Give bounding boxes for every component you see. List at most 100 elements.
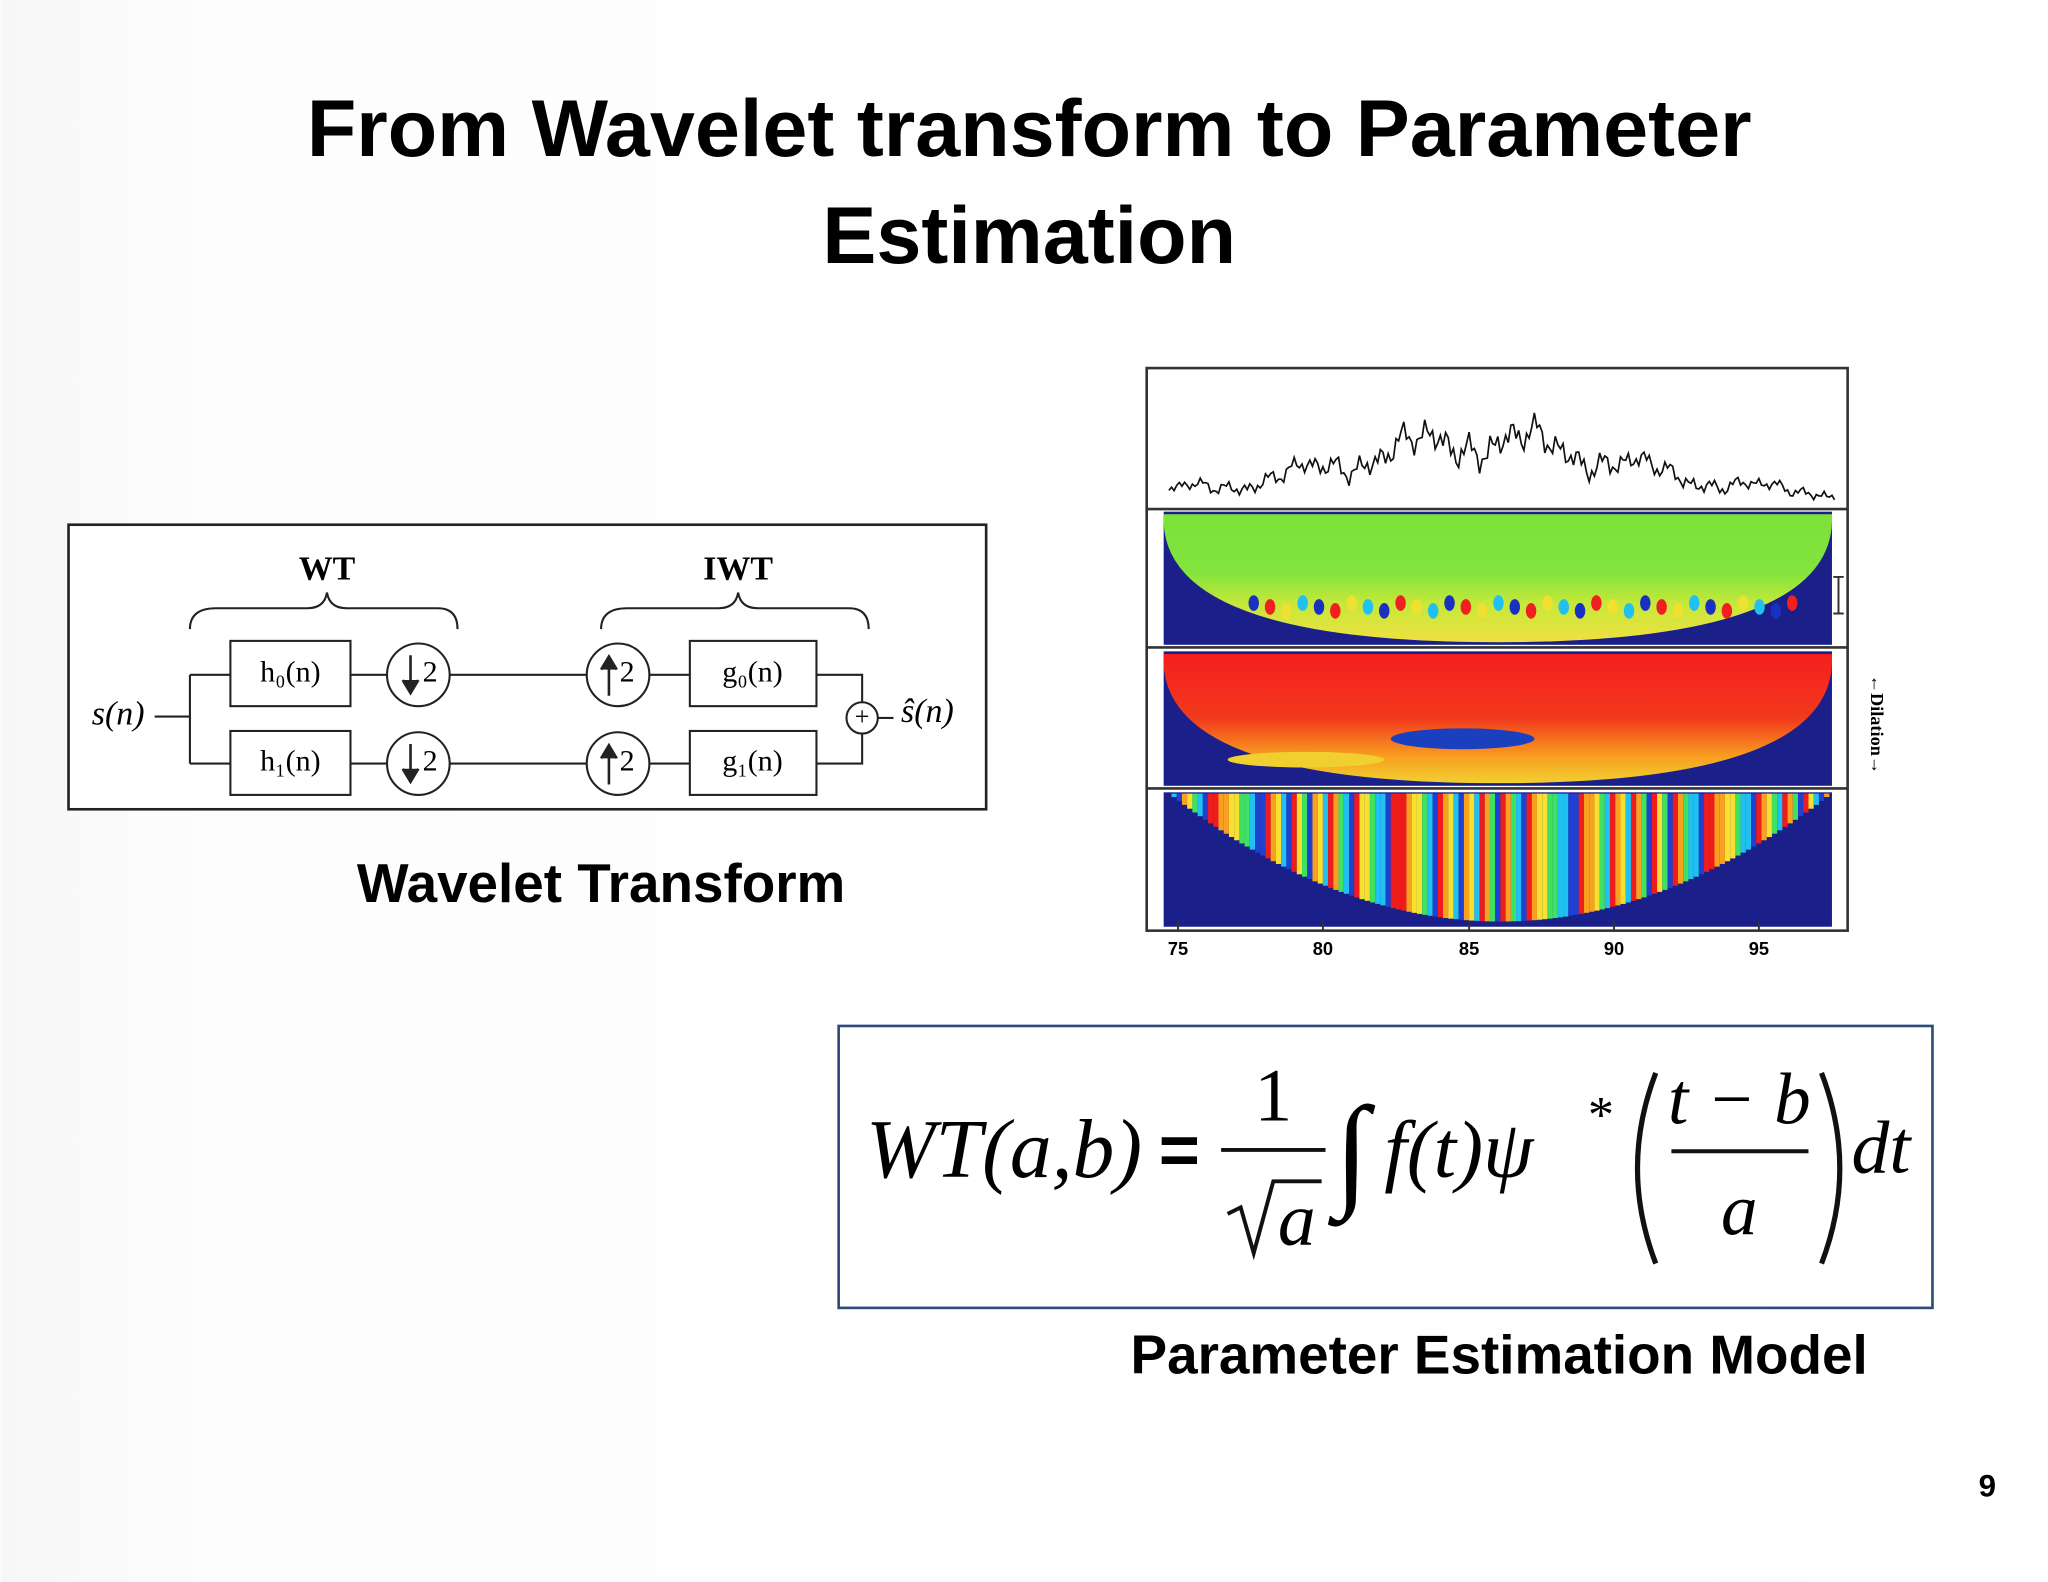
phase-stripe [1505,793,1511,922]
scalogram-feature [1786,595,1798,611]
scalogram-feature [1330,603,1341,619]
scalogram-feature [1640,595,1651,611]
phase-stripe [1563,793,1569,917]
downsampler [385,642,451,708]
phase-stripe [1808,793,1814,809]
phase-stripe [1667,793,1673,888]
phase-stripe [1688,793,1694,880]
x-tick-label: 85 [1459,938,1479,959]
phase-stripe [1698,793,1705,875]
phase-stripe [1662,793,1668,890]
phase-stripe [1604,793,1611,909]
scalogram-feature [1264,599,1276,615]
phase-stripe [1625,793,1631,903]
phase-stripe [1411,793,1417,913]
scalogram-feature [1346,595,1357,611]
phase-stripe [1704,793,1710,872]
formula-star: * [1588,1086,1614,1144]
formula-inner-numerator: t − b [1668,1059,1811,1140]
scalogram-feature [1411,599,1423,615]
x-axis: 75 80 85 90 95 [1168,921,1769,959]
adder [845,701,879,735]
input-label: s(n) [92,695,145,732]
phase-stripe [1432,793,1438,917]
phase-stripe [1735,793,1741,856]
phase-stripe [1463,793,1470,921]
phase-stripe [1255,793,1261,853]
adder-sign: + [855,702,870,731]
down-arrow [401,655,420,785]
phase-stripe [1442,793,1449,919]
phase-stripe [1510,793,1517,922]
phase-stripe [1610,793,1616,907]
formula-frame [837,1024,1934,1310]
formula-equals: = [1159,1110,1200,1189]
phase-stripe [1437,793,1443,918]
upsample-factor: 2 [620,656,635,689]
output-label: ŝ(n) [901,693,954,730]
phase-stripe [1281,793,1287,867]
x-tick-label: 95 [1749,938,1769,959]
brace [600,592,870,630]
phase-stripe [1458,793,1464,920]
phase-stripe [1275,793,1282,864]
phase-stripe [1322,793,1329,886]
formula-integrand: f(t)ψ [1384,1104,1535,1194]
phase-stripe [1369,793,1376,903]
page-number: 9 [1979,1468,1996,1503]
phase-stripe [1657,793,1663,892]
phase-stripe [1542,793,1548,920]
phase-stripe [1547,793,1553,919]
filter-box [229,639,352,708]
phase-stripe [1599,793,1605,910]
upsample-factor: 2 [620,744,635,777]
phase-stripe [1557,793,1564,918]
phase-stripe [1234,793,1240,841]
phase-stripe [1286,793,1292,870]
scalogram-feature [1754,599,1765,615]
phase-stripe [1803,793,1809,813]
formula-numerator: 1 [1254,1054,1292,1137]
phase-stripe [1302,793,1308,877]
x-tick-label: 90 [1604,938,1624,959]
phase-stripe [1651,793,1658,894]
scalogram-feature [1281,603,1292,619]
phase-stripe [1317,793,1323,884]
phase-stripe [1709,793,1715,870]
phase-stripe [1740,793,1746,853]
phase-stripe [1171,793,1177,798]
phase-stripe [1422,793,1428,915]
phase-stripe [1338,793,1344,892]
scalogram-feature [1427,603,1439,619]
phase-stripe [1552,793,1558,919]
phase-stripe [1745,793,1752,850]
phase-stripe [1213,793,1219,827]
scalogram-feature [1509,599,1521,615]
phase-stripe [1479,793,1485,922]
phase-stripe [1208,793,1214,824]
phase-stripe [1672,793,1678,886]
phase-stripe [1359,793,1365,900]
phase-stripe [1181,793,1188,805]
downsample-factor: 2 [423,656,438,689]
phase-stripe [1474,793,1480,921]
scalogram-feature [1721,603,1733,619]
scalogram-feature [1689,595,1700,611]
phase-stripe [1798,793,1804,817]
upsampler [585,731,651,796]
filter-label: g₁(n) [722,744,782,777]
phase-stripe [1813,793,1819,805]
iwt-label: IWT [703,550,773,587]
phase-stripe [1641,793,1647,898]
downsampler [385,731,451,796]
scalogram-feature [1558,599,1569,615]
phase-stripe [1573,793,1579,915]
phase-stripe [1578,793,1584,914]
phase-stripe [1291,793,1297,872]
phase-stripe [1824,793,1830,798]
scalogram-feature [1591,595,1602,611]
phase-stripe [1615,793,1621,906]
scalogram-feature [1476,603,1488,619]
phase-stripe [1683,793,1689,882]
scalogram-feature [1705,599,1716,615]
